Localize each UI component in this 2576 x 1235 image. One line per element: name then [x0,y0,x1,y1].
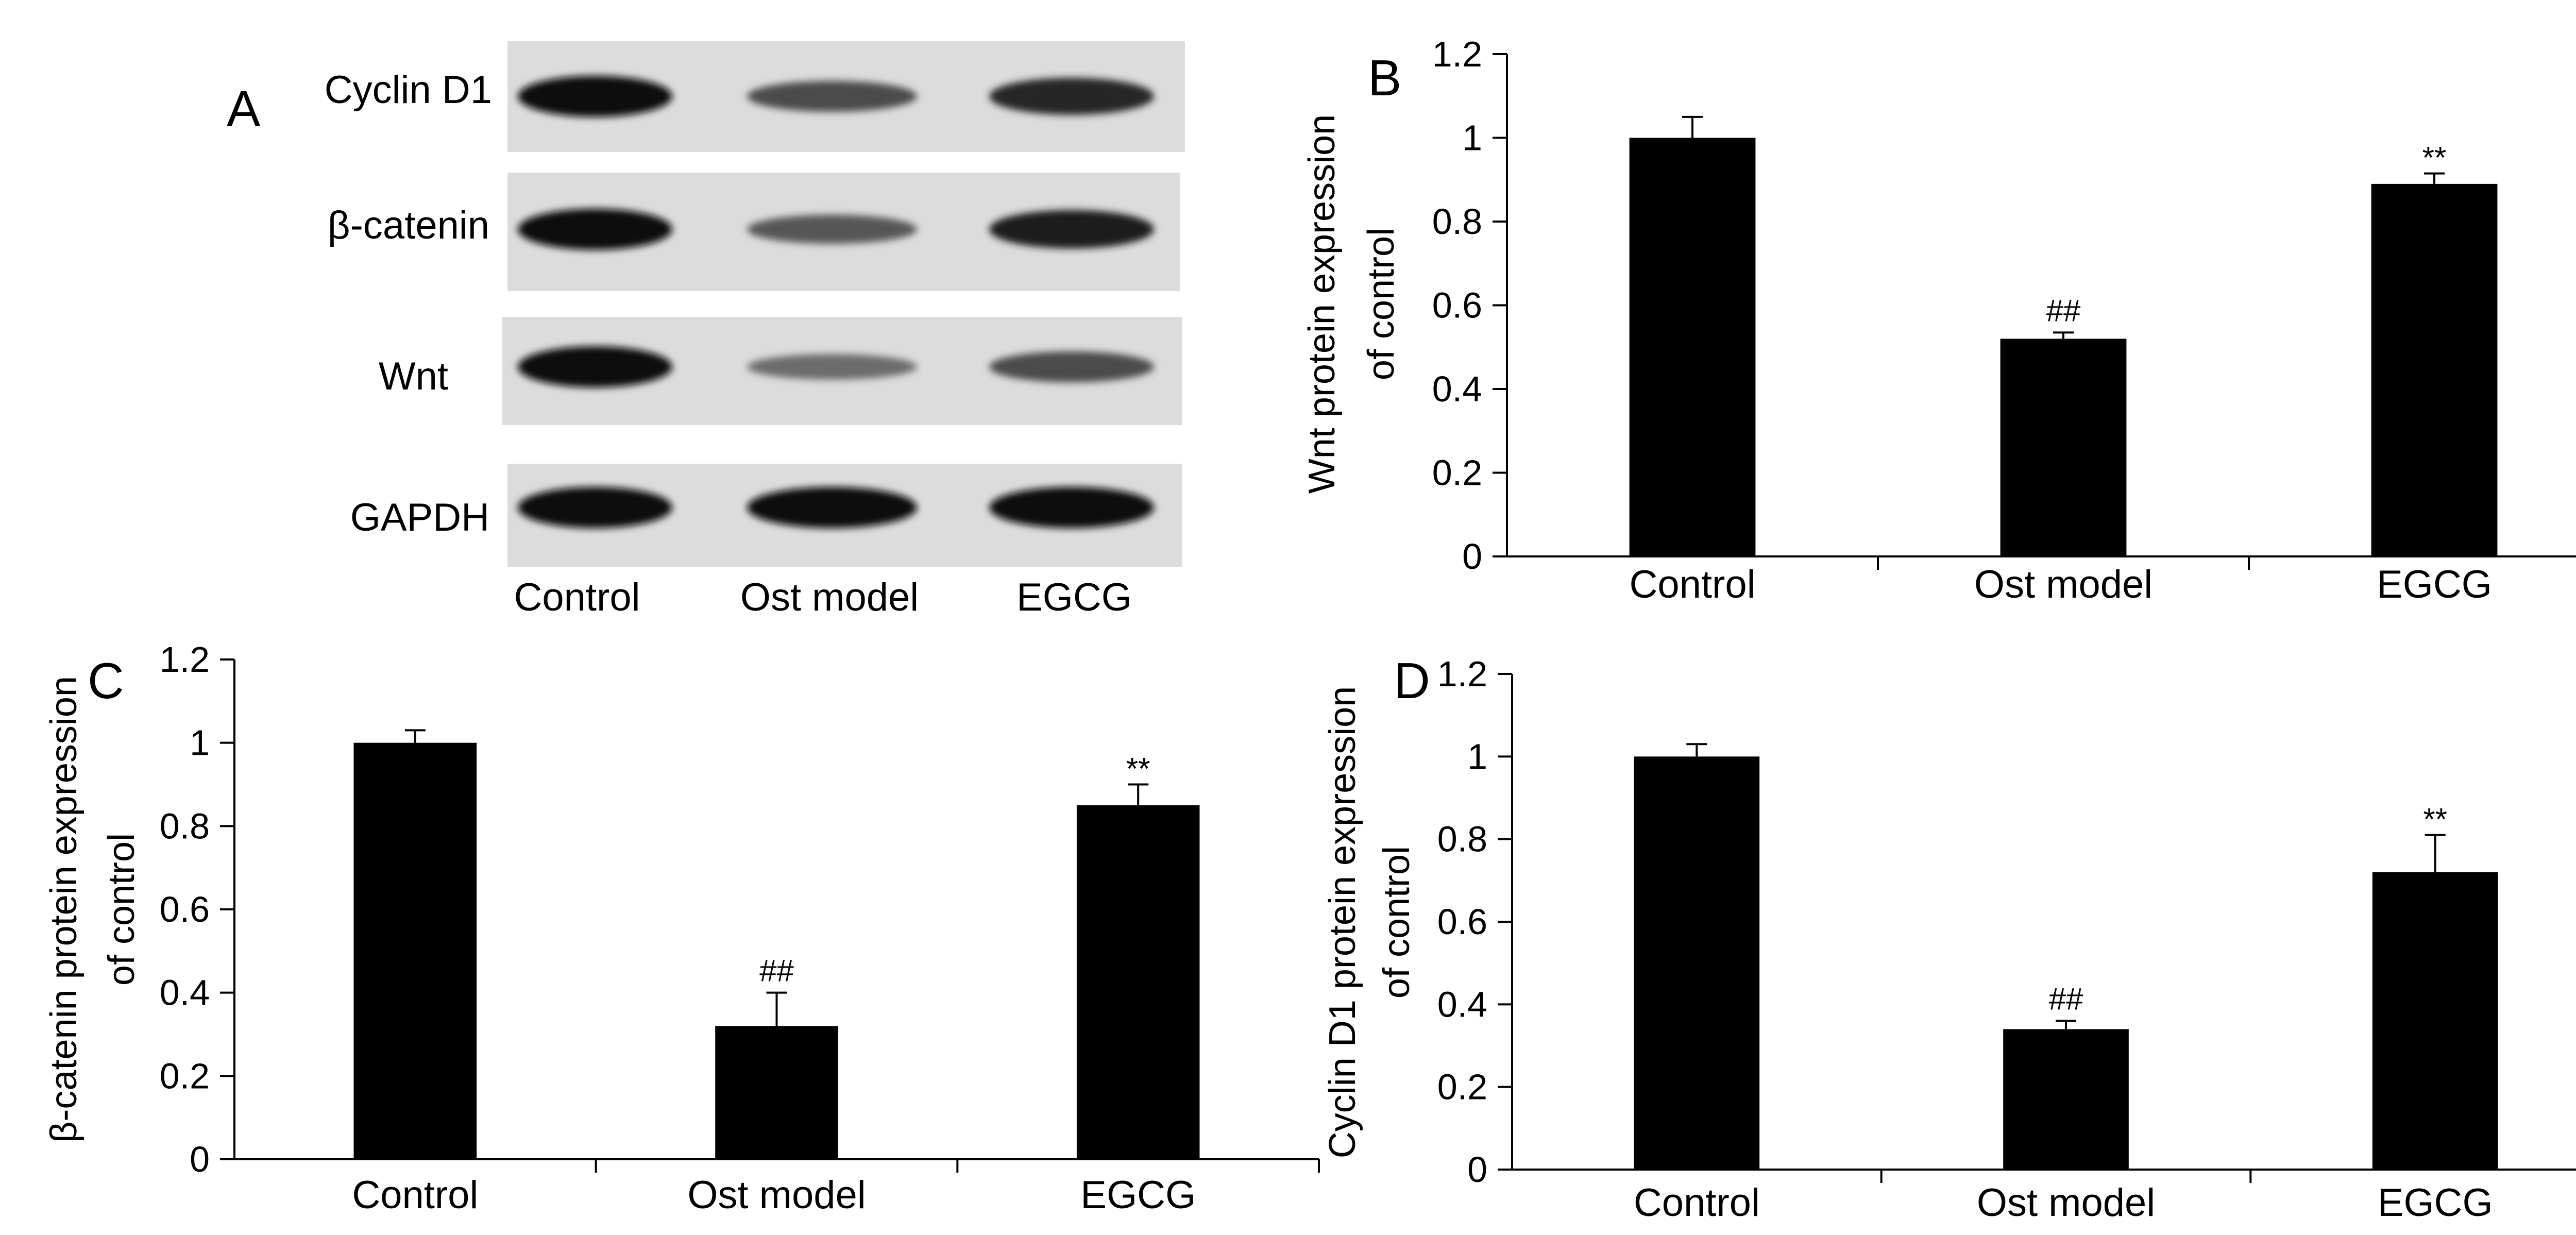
category-label-b-ost-model: Ost model [1974,563,2153,606]
western-blot: Cyclin D1 β-catenin Wnt GAPDH Control Os… [325,41,1185,619]
blot-label-wnt: Wnt [379,354,448,398]
y-tick-label-c: 0.4 [160,973,210,1013]
y-tick-label-d: 1.2 [1437,654,1487,694]
chart-panel-c: 0 0.2 0.4 0.6 0.8 1 1.2 Control ## Ost model ** EGC… [43,639,1320,1217]
y-tick-label-c: 0 [190,1139,210,1179]
panel-letter-a: A [227,80,261,137]
blot-band-cyclin-d1-egcg [989,77,1154,115]
panel-letter-b: B [1368,49,1401,106]
blot-label-gapdh: GAPDH [350,496,489,539]
bar-c-control [353,742,477,1159]
blot-band-cyclin-d1-control [518,76,672,117]
blot-band-wnt-egcg [989,351,1154,383]
significance-c-ost-model: ## [759,954,794,988]
y-tick-label-d: 1 [1467,736,1487,776]
bar-d-egcg [2372,872,2498,1170]
y-tick-label-b: 0.8 [1432,201,1482,242]
y-tick-label-d: 0.4 [1437,984,1487,1024]
y-tick-label-c: 1 [190,723,210,763]
blot-band-beta-catenin-egcg [989,210,1154,249]
bar-b-control [1629,138,1756,556]
y-tick-label-b: 0 [1462,536,1482,577]
blot-label-beta-catenin: β-catenin [328,204,489,247]
chart-panel-d: 0 0.2 0.4 0.6 0.8 1 1.2 Control ## Ost model ** EGC… [1322,654,2576,1225]
blot-band-beta-catenin-control [518,209,672,250]
category-label-c-egcg: EGCG [1080,1173,1196,1217]
y-axis-title-b-line-2: of control [1361,228,1402,380]
y-tick-label-b: 0.2 [1432,453,1482,493]
bar-c-egcg [1076,805,1200,1159]
significance-d-ost-model: ## [2049,982,2083,1016]
bar-d-control [1634,756,1760,1170]
y-tick-label-b: 0.6 [1432,285,1482,326]
y-tick-label-d: 0.8 [1437,819,1487,859]
significance-b-ost-model: ## [2046,293,2081,328]
y-tick-label-b: 1 [1462,118,1482,158]
bar-d-ost-model [2003,1029,2129,1170]
y-axis-title-b-line-1: Wnt protein expression [1301,114,1343,494]
y-axis-title-d-line-1: Cyclin D1 protein expression [1322,686,1363,1158]
bar-b-egcg [2371,183,2498,556]
y-tick-label-d: 0.6 [1437,902,1487,942]
blot-band-wnt-ost-model [747,354,917,380]
bar-c-ost-model [715,1026,838,1159]
blot-lane-label-control: Control [514,576,640,619]
category-label-b-control: Control [1630,563,1756,606]
y-tick-label-b: 0.4 [1432,369,1482,409]
category-label-c-control: Control [352,1173,478,1217]
category-label-c-ost-model: Ost model [687,1173,866,1217]
y-axis-title-c-line-2: of control [101,833,142,986]
y-tick-label-d: 0.2 [1437,1067,1487,1107]
blot-label-cyclin-d1: Cyclin D1 [325,68,492,112]
y-tick-label-c: 0.6 [160,889,210,929]
y-axis-title-d-line-2: of control [1376,846,1417,999]
significance-c-egcg: ** [1126,752,1150,786]
blot-band-gapdh-egcg [989,487,1154,528]
category-label-d-ost-model: Ost model [1977,1181,2155,1225]
y-tick-label-b: 1.2 [1432,34,1482,74]
blot-lane-label-egcg: EGCG [1016,576,1132,619]
y-tick-label-c: 1.2 [160,639,210,680]
blot-band-gapdh-control [518,487,672,528]
category-label-b-egcg: EGCG [2377,563,2492,606]
significance-b-egcg: ** [2422,141,2447,175]
blot-lane-label-ost-model: Ost model [740,576,919,619]
y-tick-label-d: 0 [1467,1149,1487,1190]
panel-letter-d: D [1394,652,1430,709]
significance-d-egcg: ** [2423,802,2447,837]
blot-band-beta-catenin-ost-model [747,214,917,244]
blot-rows [502,41,1185,567]
y-axis-title-c-line-1: β-catenin protein expression [43,676,84,1143]
blot-band-gapdh-ost-model [747,487,917,528]
y-tick-label-c: 0.2 [160,1056,210,1096]
blot-band-wnt-control [518,346,672,387]
category-label-d-control: Control [1634,1181,1760,1225]
category-label-d-egcg: EGCG [2378,1181,2493,1225]
bar-b-ost-model [2000,339,2127,556]
panel-letter-c: C [88,652,124,709]
chart-panel-b: 0 0.2 0.4 0.6 0.8 1 1.2 Control ## Ost model ** EGC… [1301,34,2576,606]
y-tick-label-c: 0.8 [160,806,210,846]
blot-band-cyclin-d1-ost-model [747,80,917,112]
